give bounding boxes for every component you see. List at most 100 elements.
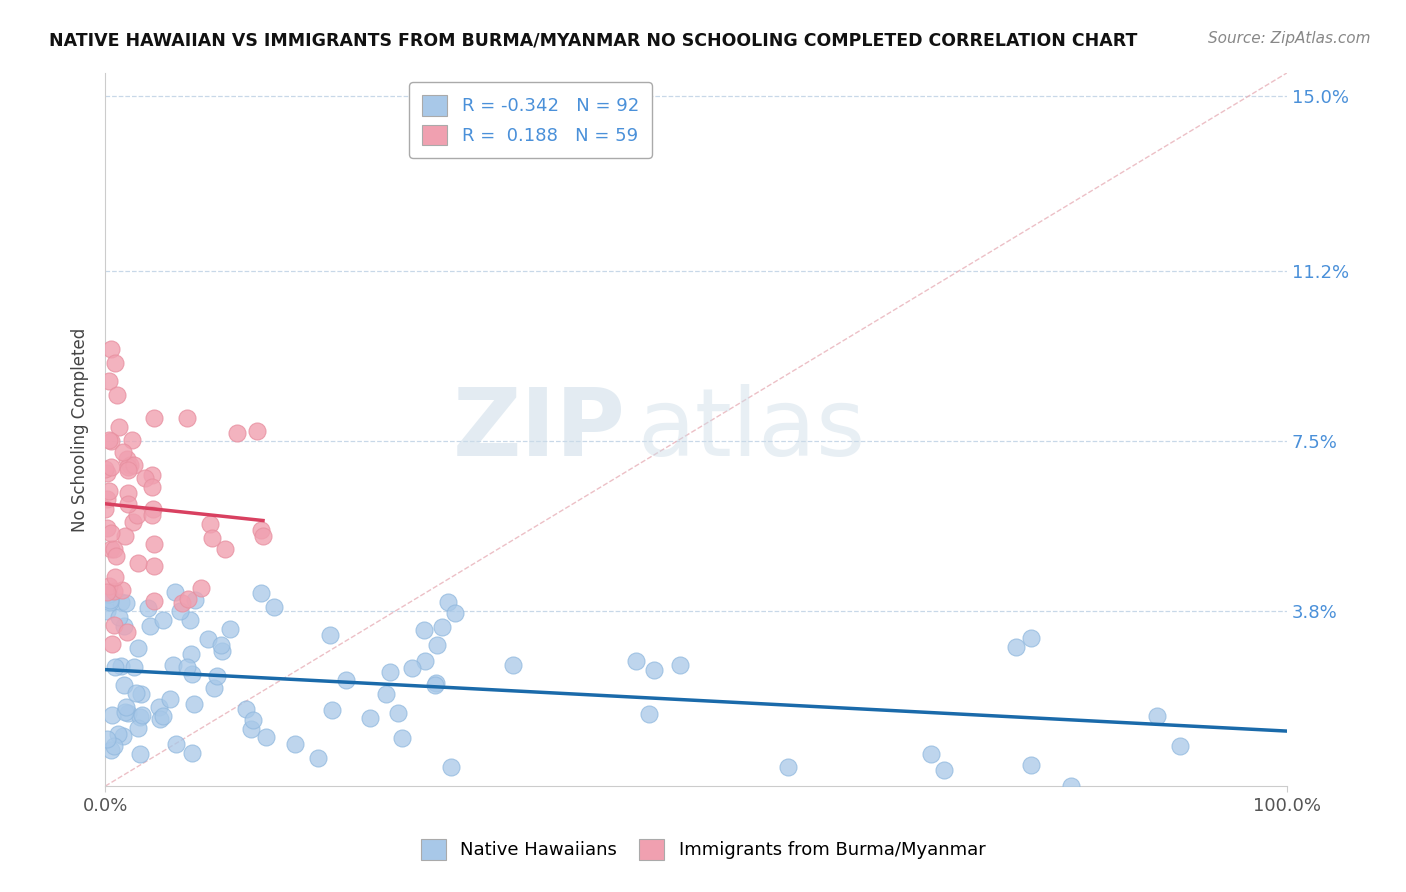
- Text: ZIP: ZIP: [453, 384, 626, 475]
- Point: [181, 746, 204, 760]
- Point: [250, 586, 273, 600]
- Point: [1168, 739, 1191, 753]
- Point: [239, 722, 262, 736]
- Point: [98, 592, 121, 607]
- Point: [111, 729, 134, 743]
- Point: [170, 596, 193, 610]
- Point: [115, 624, 138, 639]
- Point: [624, 654, 647, 668]
- Point: [121, 434, 143, 448]
- Point: [142, 558, 165, 573]
- Point: [94, 502, 117, 516]
- Point: [254, 730, 277, 744]
- Point: [142, 502, 165, 516]
- Point: [103, 739, 125, 753]
- Point: [425, 676, 447, 690]
- Point: [169, 604, 191, 618]
- Point: [211, 644, 233, 658]
- Point: [218, 622, 240, 636]
- Point: [391, 731, 413, 745]
- Point: [669, 658, 692, 673]
- Point: [129, 687, 152, 701]
- Point: [105, 388, 128, 402]
- Point: [359, 711, 381, 725]
- Point: [100, 708, 122, 723]
- Point: [426, 639, 449, 653]
- Point: [437, 595, 460, 609]
- Point: [96, 467, 118, 481]
- Point: [183, 697, 205, 711]
- Point: [138, 619, 160, 633]
- Point: [110, 658, 132, 673]
- Point: [284, 738, 307, 752]
- Point: [198, 516, 221, 531]
- Point: [100, 541, 122, 556]
- Point: [100, 342, 122, 356]
- Point: [108, 420, 131, 434]
- Point: [1004, 640, 1026, 654]
- Text: atlas: atlas: [637, 384, 865, 475]
- Point: [96, 521, 118, 535]
- Point: [114, 705, 136, 719]
- Point: [163, 584, 186, 599]
- Point: [432, 620, 454, 634]
- Point: [162, 658, 184, 673]
- Point: [176, 659, 198, 673]
- Point: [149, 712, 172, 726]
- Point: [138, 600, 160, 615]
- Point: [100, 526, 122, 541]
- Point: [97, 586, 120, 600]
- Point: [378, 665, 401, 679]
- Point: [107, 727, 129, 741]
- Point: [96, 604, 118, 618]
- Point: [142, 411, 165, 425]
- Y-axis label: No Schooling Completed: No Schooling Completed: [72, 327, 89, 532]
- Point: [425, 678, 447, 692]
- Text: NATIVE HAWAIIAN VS IMMIGRANTS FROM BURMA/MYANMAR NO SCHOOLING COMPLETED CORRELAT: NATIVE HAWAIIAN VS IMMIGRANTS FROM BURMA…: [49, 31, 1137, 49]
- Point: [103, 618, 125, 632]
- Point: [152, 709, 174, 723]
- Point: [148, 700, 170, 714]
- Point: [120, 458, 142, 473]
- Point: [643, 663, 665, 677]
- Point: [131, 707, 153, 722]
- Point: [112, 678, 135, 692]
- Point: [115, 596, 138, 610]
- Point: [100, 637, 122, 651]
- Point: [104, 549, 127, 563]
- Point: [335, 673, 357, 687]
- Point: [141, 480, 163, 494]
- Point: [128, 747, 150, 762]
- Point: [134, 471, 156, 485]
- Point: [401, 660, 423, 674]
- Point: [115, 451, 138, 466]
- Point: [159, 692, 181, 706]
- Point: [100, 743, 122, 757]
- Point: [183, 592, 205, 607]
- Point: [245, 424, 267, 438]
- Point: [128, 709, 150, 723]
- Point: [96, 491, 118, 506]
- Point: [98, 483, 121, 498]
- Point: [776, 759, 799, 773]
- Point: [108, 610, 131, 624]
- Point: [117, 497, 139, 511]
- Point: [934, 763, 956, 777]
- Point: [94, 462, 117, 476]
- Point: [98, 594, 121, 608]
- Point: [127, 556, 149, 570]
- Point: [177, 592, 200, 607]
- Point: [307, 750, 329, 764]
- Point: [440, 760, 463, 774]
- Point: [124, 458, 146, 472]
- Point: [97, 578, 120, 592]
- Point: [176, 411, 198, 425]
- Point: [180, 666, 202, 681]
- Point: [111, 583, 134, 598]
- Point: [242, 713, 264, 727]
- Point: [104, 570, 127, 584]
- Point: [1019, 631, 1042, 645]
- Point: [152, 613, 174, 627]
- Point: [104, 356, 127, 370]
- Text: Source: ZipAtlas.com: Source: ZipAtlas.com: [1208, 31, 1371, 46]
